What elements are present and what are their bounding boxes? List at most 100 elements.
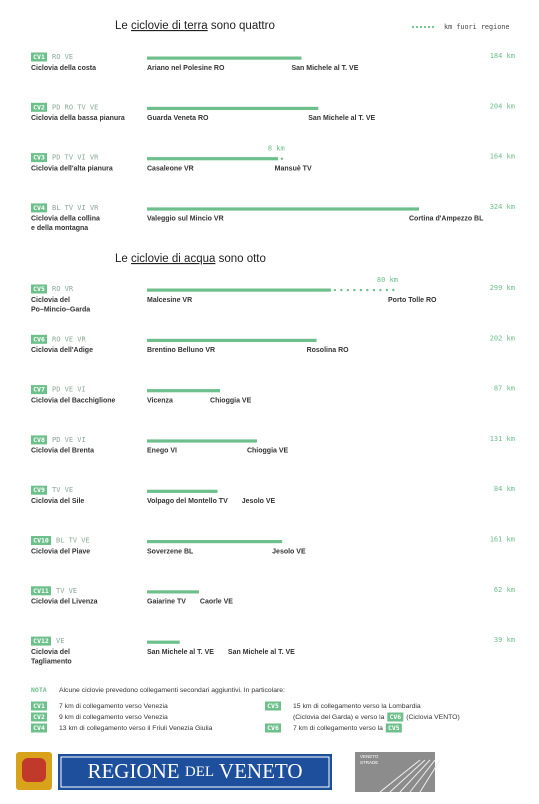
strade-stripe bbox=[389, 759, 426, 793]
badge: CV12 bbox=[33, 637, 49, 645]
badge-bg bbox=[31, 153, 47, 163]
to-place: San Michele al T. VE bbox=[228, 649, 295, 656]
badge-bg bbox=[31, 102, 47, 112]
section-title: Le ciclovie di acqua sono otto bbox=[115, 253, 266, 265]
badge-bg bbox=[31, 712, 47, 722]
km-label: 324 km bbox=[490, 203, 515, 211]
badge-bg bbox=[31, 536, 51, 545]
provinces: TV VE bbox=[52, 486, 73, 494]
km-label: 161 km bbox=[490, 536, 515, 544]
route-name: Ciclovia della costa bbox=[31, 65, 96, 72]
km-label: 62 km bbox=[494, 586, 515, 594]
title-part: sono quattro bbox=[208, 20, 275, 32]
badge: CV6 bbox=[389, 713, 401, 721]
badge: CV1 bbox=[33, 53, 45, 61]
route-name: Ciclovia del Livenza bbox=[31, 599, 98, 606]
badge-bg bbox=[31, 701, 47, 711]
badge: CV5 bbox=[267, 702, 279, 710]
badge: CV2 bbox=[33, 103, 45, 111]
provinces: PD TV VI VR bbox=[52, 154, 99, 162]
badge: CV7 bbox=[33, 386, 45, 394]
badge-bg bbox=[31, 385, 47, 395]
badge: CV4 bbox=[33, 724, 45, 732]
provinces: PD RO TV VE bbox=[52, 103, 98, 111]
strade-stripe bbox=[409, 759, 436, 793]
route-name: Ciclovia della bassa pianura bbox=[31, 115, 125, 122]
from-place: Brentino Belluno VR bbox=[147, 347, 215, 354]
bar bbox=[147, 540, 283, 544]
bar bbox=[147, 439, 257, 443]
badge-bg bbox=[265, 701, 281, 711]
from-place: Soverzene BL bbox=[147, 548, 194, 555]
strade-stripe bbox=[379, 759, 421, 793]
bar bbox=[147, 590, 200, 594]
legend-label: km fuori regione bbox=[444, 23, 509, 31]
title-part: Le bbox=[115, 20, 131, 32]
from-place: Gaiarine TV bbox=[147, 599, 186, 606]
to-place: Chioggia VE bbox=[210, 397, 252, 404]
route-name: Ciclovia della collina bbox=[31, 216, 100, 223]
km-label: 204 km bbox=[490, 102, 515, 110]
km-label: 39 km bbox=[494, 636, 515, 644]
region-part: REGIONE bbox=[87, 759, 184, 783]
badge: CV5 bbox=[388, 724, 400, 732]
badge-bg bbox=[265, 723, 281, 733]
route-name: Ciclovia del Sile bbox=[31, 498, 84, 505]
to-place: Jesolo VE bbox=[272, 548, 306, 555]
badge: CV3 bbox=[33, 154, 45, 162]
to-place: Porto Tolle RO bbox=[388, 297, 437, 304]
title-part: ciclovie di acqua bbox=[131, 253, 216, 265]
to-place: San Michele al T. VE bbox=[291, 65, 358, 72]
badge-bg bbox=[31, 334, 47, 344]
strade-stripe bbox=[419, 759, 441, 793]
badge-bg bbox=[387, 712, 404, 722]
route-name: Ciclovia del bbox=[31, 297, 70, 304]
from-place: Volpago del Montello TV bbox=[147, 498, 228, 505]
section-title: Le ciclovie di terra sono quattro bbox=[115, 20, 275, 32]
badge-bg bbox=[31, 636, 51, 646]
km-label: 87 km bbox=[494, 385, 515, 393]
provinces: RO VR bbox=[52, 285, 74, 293]
bar bbox=[147, 338, 317, 342]
strade-stripe bbox=[399, 759, 431, 793]
provinces: RO VE VR bbox=[52, 335, 87, 343]
route-name: Ciclovia del bbox=[31, 649, 70, 656]
strade-box bbox=[355, 752, 435, 792]
route-name: Ciclovia dell'Adige bbox=[31, 347, 93, 354]
note-text: 7 km di collegamento verso Venezia bbox=[59, 703, 168, 710]
route-name: Tagliamento bbox=[31, 658, 72, 665]
outside-label: 80 km bbox=[377, 276, 398, 284]
badge-bg bbox=[31, 284, 47, 294]
bar bbox=[147, 157, 278, 161]
to-place: Jesolo VE bbox=[242, 498, 276, 505]
note-text: 13 km di collegamento verso il Friuli Ve… bbox=[59, 725, 213, 732]
km-label: 164 km bbox=[490, 153, 515, 161]
to-place: San Michele al T. VE bbox=[308, 115, 375, 122]
badge: CV6 bbox=[33, 335, 45, 343]
provinces: PD VE VI bbox=[52, 436, 86, 444]
title-part: ciclovie di terra bbox=[131, 20, 208, 32]
bar bbox=[147, 640, 180, 644]
title-part: Le bbox=[115, 253, 131, 265]
note-text: (Ciclovia del Garda) e verso la bbox=[293, 714, 386, 721]
region-part: VENETO bbox=[214, 759, 302, 783]
title-part: sono otto bbox=[215, 253, 266, 265]
bar bbox=[147, 489, 218, 493]
to-place: Chioggia VE bbox=[247, 448, 289, 455]
strade-text: VENETO bbox=[360, 754, 379, 759]
from-place: Enego VI bbox=[147, 448, 177, 455]
region-logo: REGIONE DEL VENETO bbox=[16, 752, 332, 790]
bar bbox=[147, 106, 319, 110]
badge: CV4 bbox=[33, 204, 45, 212]
badge: CV11 bbox=[33, 587, 49, 595]
note-text: (Ciclovia VENTO) bbox=[404, 714, 459, 721]
from-place: Casaleone VR bbox=[147, 165, 194, 172]
km-label: 84 km bbox=[494, 485, 515, 493]
from-place: Valeggio sul Mincio VR bbox=[147, 216, 224, 223]
from-place: San Michele al T. VE bbox=[147, 649, 214, 656]
region-banner bbox=[58, 754, 332, 790]
to-place: Mansuè TV bbox=[275, 165, 312, 172]
badge: CV2 bbox=[33, 713, 45, 721]
km-label: 202 km bbox=[490, 334, 515, 342]
